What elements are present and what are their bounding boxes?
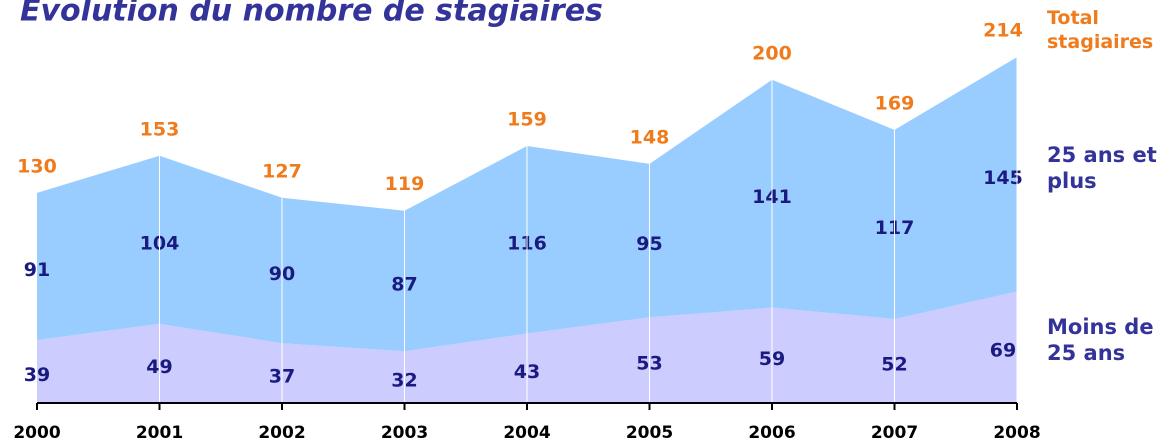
x-tick-label: 2003 xyxy=(381,423,428,441)
data-label: 145 xyxy=(983,167,1023,189)
legend-label: Moins de 25 ans xyxy=(1047,315,1154,365)
total-label: 119 xyxy=(385,173,425,195)
x-tick-label: 2001 xyxy=(136,423,183,441)
total-label: 200 xyxy=(752,42,792,64)
x-tick-label: 2002 xyxy=(258,423,305,441)
x-tick-label: 2006 xyxy=(748,423,795,441)
total-label: 148 xyxy=(630,126,670,148)
total-label: 127 xyxy=(262,160,302,182)
total-label: 214 xyxy=(983,20,1023,42)
total-label: 169 xyxy=(875,92,915,114)
data-label: 69 xyxy=(990,340,1016,362)
total-label: 130 xyxy=(17,155,57,177)
legend-label: 25 ans et plus xyxy=(1047,143,1157,193)
x-tick-label: 2004 xyxy=(503,423,550,441)
x-tick-label: 2008 xyxy=(993,423,1040,441)
x-tick-label: 2000 xyxy=(13,423,60,441)
data-label: 91 xyxy=(24,259,50,281)
x-tick-label: 2005 xyxy=(626,423,673,441)
data-label: 39 xyxy=(24,364,50,386)
total-label: 159 xyxy=(507,109,547,131)
total-label: Total stagiaires xyxy=(1047,7,1154,53)
chart-title: Evolution du nombre de stagiaires xyxy=(20,0,603,29)
x-tick-label: 2007 xyxy=(871,423,918,441)
total-label: 153 xyxy=(140,118,180,140)
